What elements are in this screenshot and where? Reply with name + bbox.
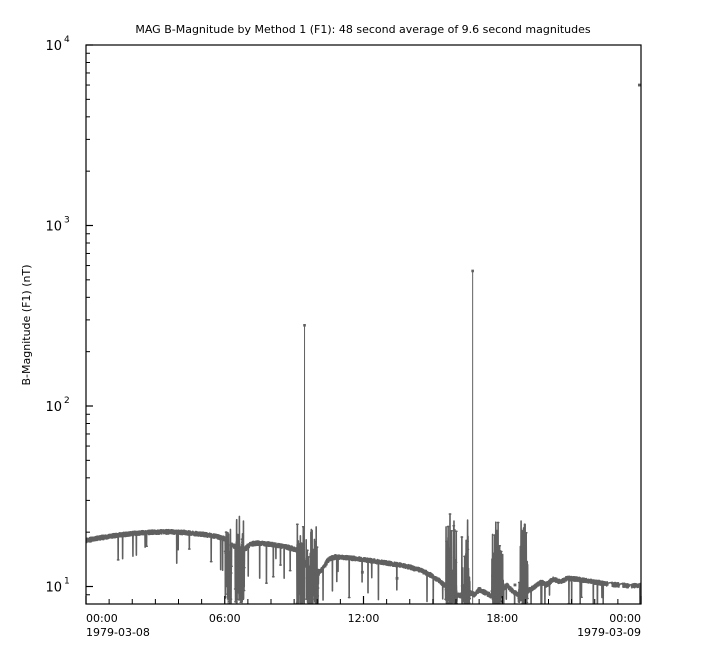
outlier-point	[637, 83, 641, 87]
data-trace-layer	[86, 83, 641, 604]
outlier-point	[395, 576, 399, 580]
y-tick-mantissa: 10	[45, 581, 62, 596]
outlier-point	[513, 583, 517, 587]
spike-peak-marker	[303, 323, 306, 327]
x-tick-date: 1979-03-08	[86, 626, 150, 639]
spike-peak-marker	[471, 269, 474, 273]
y-axis-label: B-Magnitude (F1) (nT)	[20, 265, 33, 386]
x-tick-label: 00:00	[609, 612, 641, 625]
y-tick-label: 10 4	[45, 35, 70, 54]
plot-data-area	[86, 83, 641, 604]
outlier-point	[360, 570, 364, 574]
y-axis-label-text: B-Magnitude (F1) (nT)	[20, 265, 33, 386]
x-tick-label: 00:00	[86, 612, 118, 625]
x-tick-label: 18:00	[486, 612, 518, 625]
y-tick-exponent: 3	[64, 216, 70, 226]
y-tick-label: 10 1	[45, 577, 69, 596]
y-tick-exponent: 1	[64, 577, 70, 587]
x-tick-date: 1979-03-09	[577, 626, 641, 639]
y-tick-exponent: 2	[64, 396, 70, 406]
chart-title: MAG B-Magnitude by Method 1 (F1): 48 sec…	[135, 23, 591, 36]
x-tick-label: 06:00	[209, 612, 241, 625]
y-tick-mantissa: 10	[45, 220, 62, 235]
y-tick-mantissa: 10	[45, 400, 62, 415]
data-markers	[86, 513, 641, 604]
x-tick-label: 12:00	[348, 612, 380, 625]
y-tick-exponent: 4	[64, 35, 70, 45]
y-tick-label: 10 2	[45, 396, 69, 415]
y-tick-mantissa: 10	[45, 39, 62, 54]
y-tick-label: 10 3	[45, 216, 69, 235]
